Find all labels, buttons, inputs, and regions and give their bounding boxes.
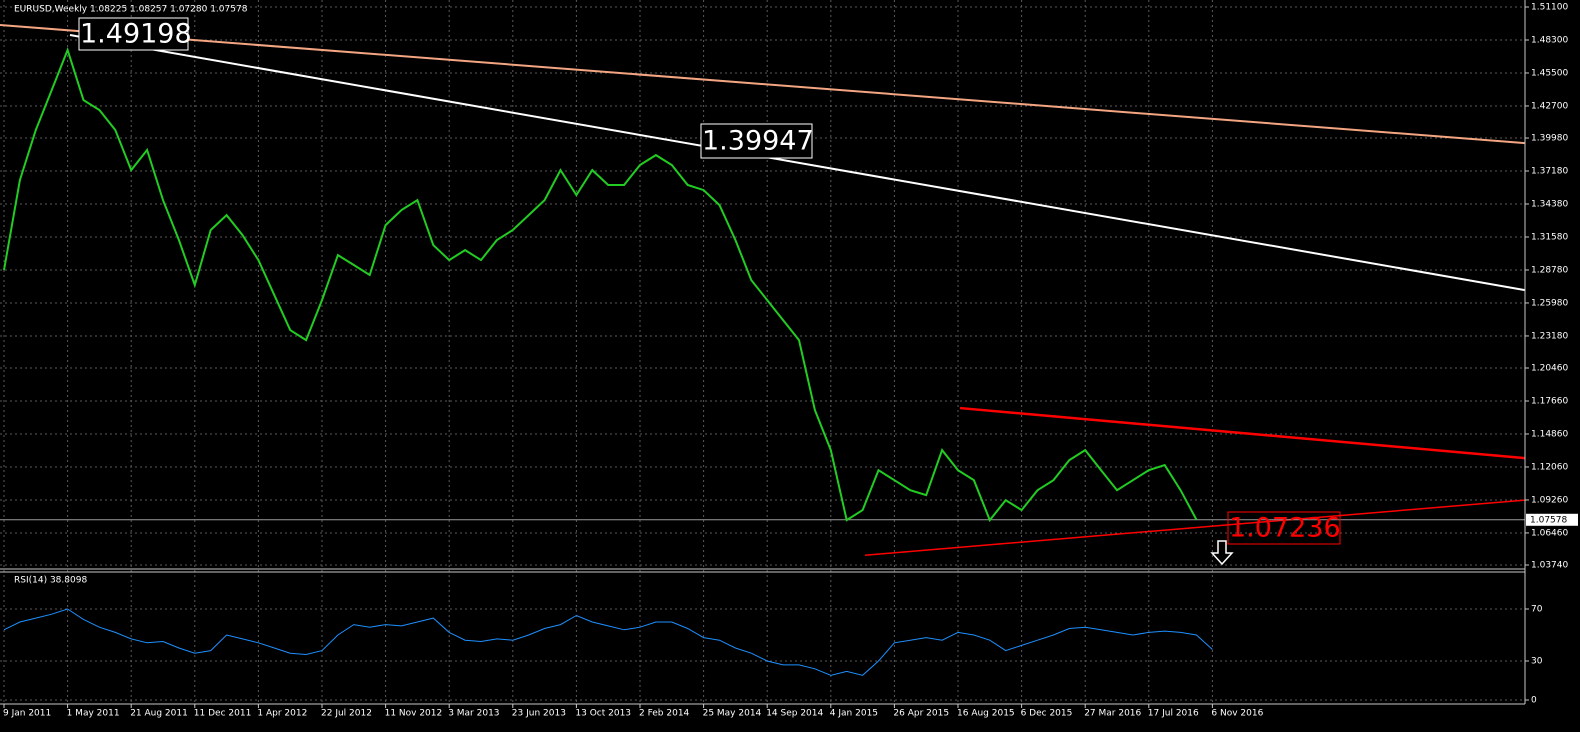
x-tick-label: 16 Aug 2015 — [957, 709, 1015, 719]
series-line — [3, 47, 1198, 523]
annotation-label: 1.49198 — [80, 19, 192, 50]
x-tick-label: 1 Apr 2012 — [257, 709, 307, 719]
y-tick-label: 1.23180 — [1531, 331, 1568, 341]
chart-title: EURUSD,Weekly 1.08225 1.08257 1.07280 1.… — [14, 5, 248, 15]
annotation-label: 1.39947 — [702, 126, 814, 157]
x-tick-label: 9 Jan 2011 — [3, 709, 51, 719]
trendline — [959, 406, 1526, 460]
y-tick-label: 1.25980 — [1531, 298, 1568, 308]
x-tick-label: 11 Dec 2011 — [194, 709, 252, 719]
y-tick-label: 30 — [1531, 657, 1543, 667]
x-tick-label: 11 Nov 2012 — [385, 709, 443, 719]
y-tick-label: 1.37180 — [1531, 167, 1568, 177]
x-tick-label: 6 Dec 2015 — [1021, 709, 1073, 719]
x-tick-label: 26 Apr 2015 — [893, 709, 949, 719]
y-tick-label: 1.12060 — [1531, 462, 1568, 472]
x-tick-label: 21 Aug 2011 — [130, 709, 188, 719]
x-tick-label: 13 Oct 2013 — [575, 709, 631, 719]
y-tick-label: 1.45500 — [1531, 68, 1568, 78]
y-tick-label: 1.48300 — [1531, 35, 1568, 45]
y-tick-label: 70 — [1531, 605, 1543, 615]
y-tick-label: 1.17660 — [1531, 396, 1568, 406]
x-tick-label: 2 Feb 2014 — [639, 709, 690, 719]
x-tick-label: 1 May 2011 — [67, 709, 120, 719]
x-tick-label: 17 Jul 2016 — [1148, 709, 1199, 719]
x-tick-label: 23 Jun 2013 — [512, 709, 566, 719]
rsi-title: RSI(14) 38.8098 — [14, 576, 87, 586]
annotation-box — [78, 17, 189, 51]
down-arrow — [1210, 540, 1234, 566]
current-price-box — [1526, 513, 1578, 526]
trendline — [69, 34, 1526, 292]
x-tick-label: 3 Mar 2013 — [448, 709, 499, 719]
y-tick-label: 1.39980 — [1531, 134, 1568, 144]
y-tick-label: 1.03740 — [1531, 561, 1568, 571]
series-line — [3, 608, 1213, 676]
x-tick-label: 6 Nov 2016 — [1211, 709, 1263, 719]
y-tick-label: 1.42700 — [1531, 101, 1568, 111]
annotation-box — [700, 123, 813, 159]
y-tick-label: 1.51100 — [1531, 3, 1568, 13]
y-tick-label: 1.28780 — [1531, 265, 1568, 275]
y-tick-label: 1.31580 — [1531, 232, 1568, 242]
current-price-label: 1.07578 — [1530, 515, 1567, 525]
trendline — [0, 24, 1526, 145]
x-tick-label: 4 Jan 2015 — [830, 709, 878, 719]
y-tick-label: 1.06460 — [1531, 528, 1568, 538]
annotation-label: 1.07236 — [1229, 513, 1341, 544]
trendline — [864, 499, 1526, 556]
annotation-box — [1227, 511, 1341, 545]
y-tick-label: 0 — [1531, 696, 1537, 706]
x-tick-label: 14 Sep 2014 — [766, 709, 823, 719]
y-tick-label: 1.14860 — [1531, 429, 1568, 439]
x-tick-label: 27 Mar 2016 — [1084, 709, 1141, 719]
x-tick-label: 25 May 2014 — [703, 709, 762, 719]
y-tick-label: 1.09260 — [1531, 495, 1568, 505]
x-tick-label: 22 Jul 2012 — [321, 709, 372, 719]
y-tick-label: 1.20460 — [1531, 364, 1568, 374]
y-tick-label: 1.34380 — [1531, 199, 1568, 209]
